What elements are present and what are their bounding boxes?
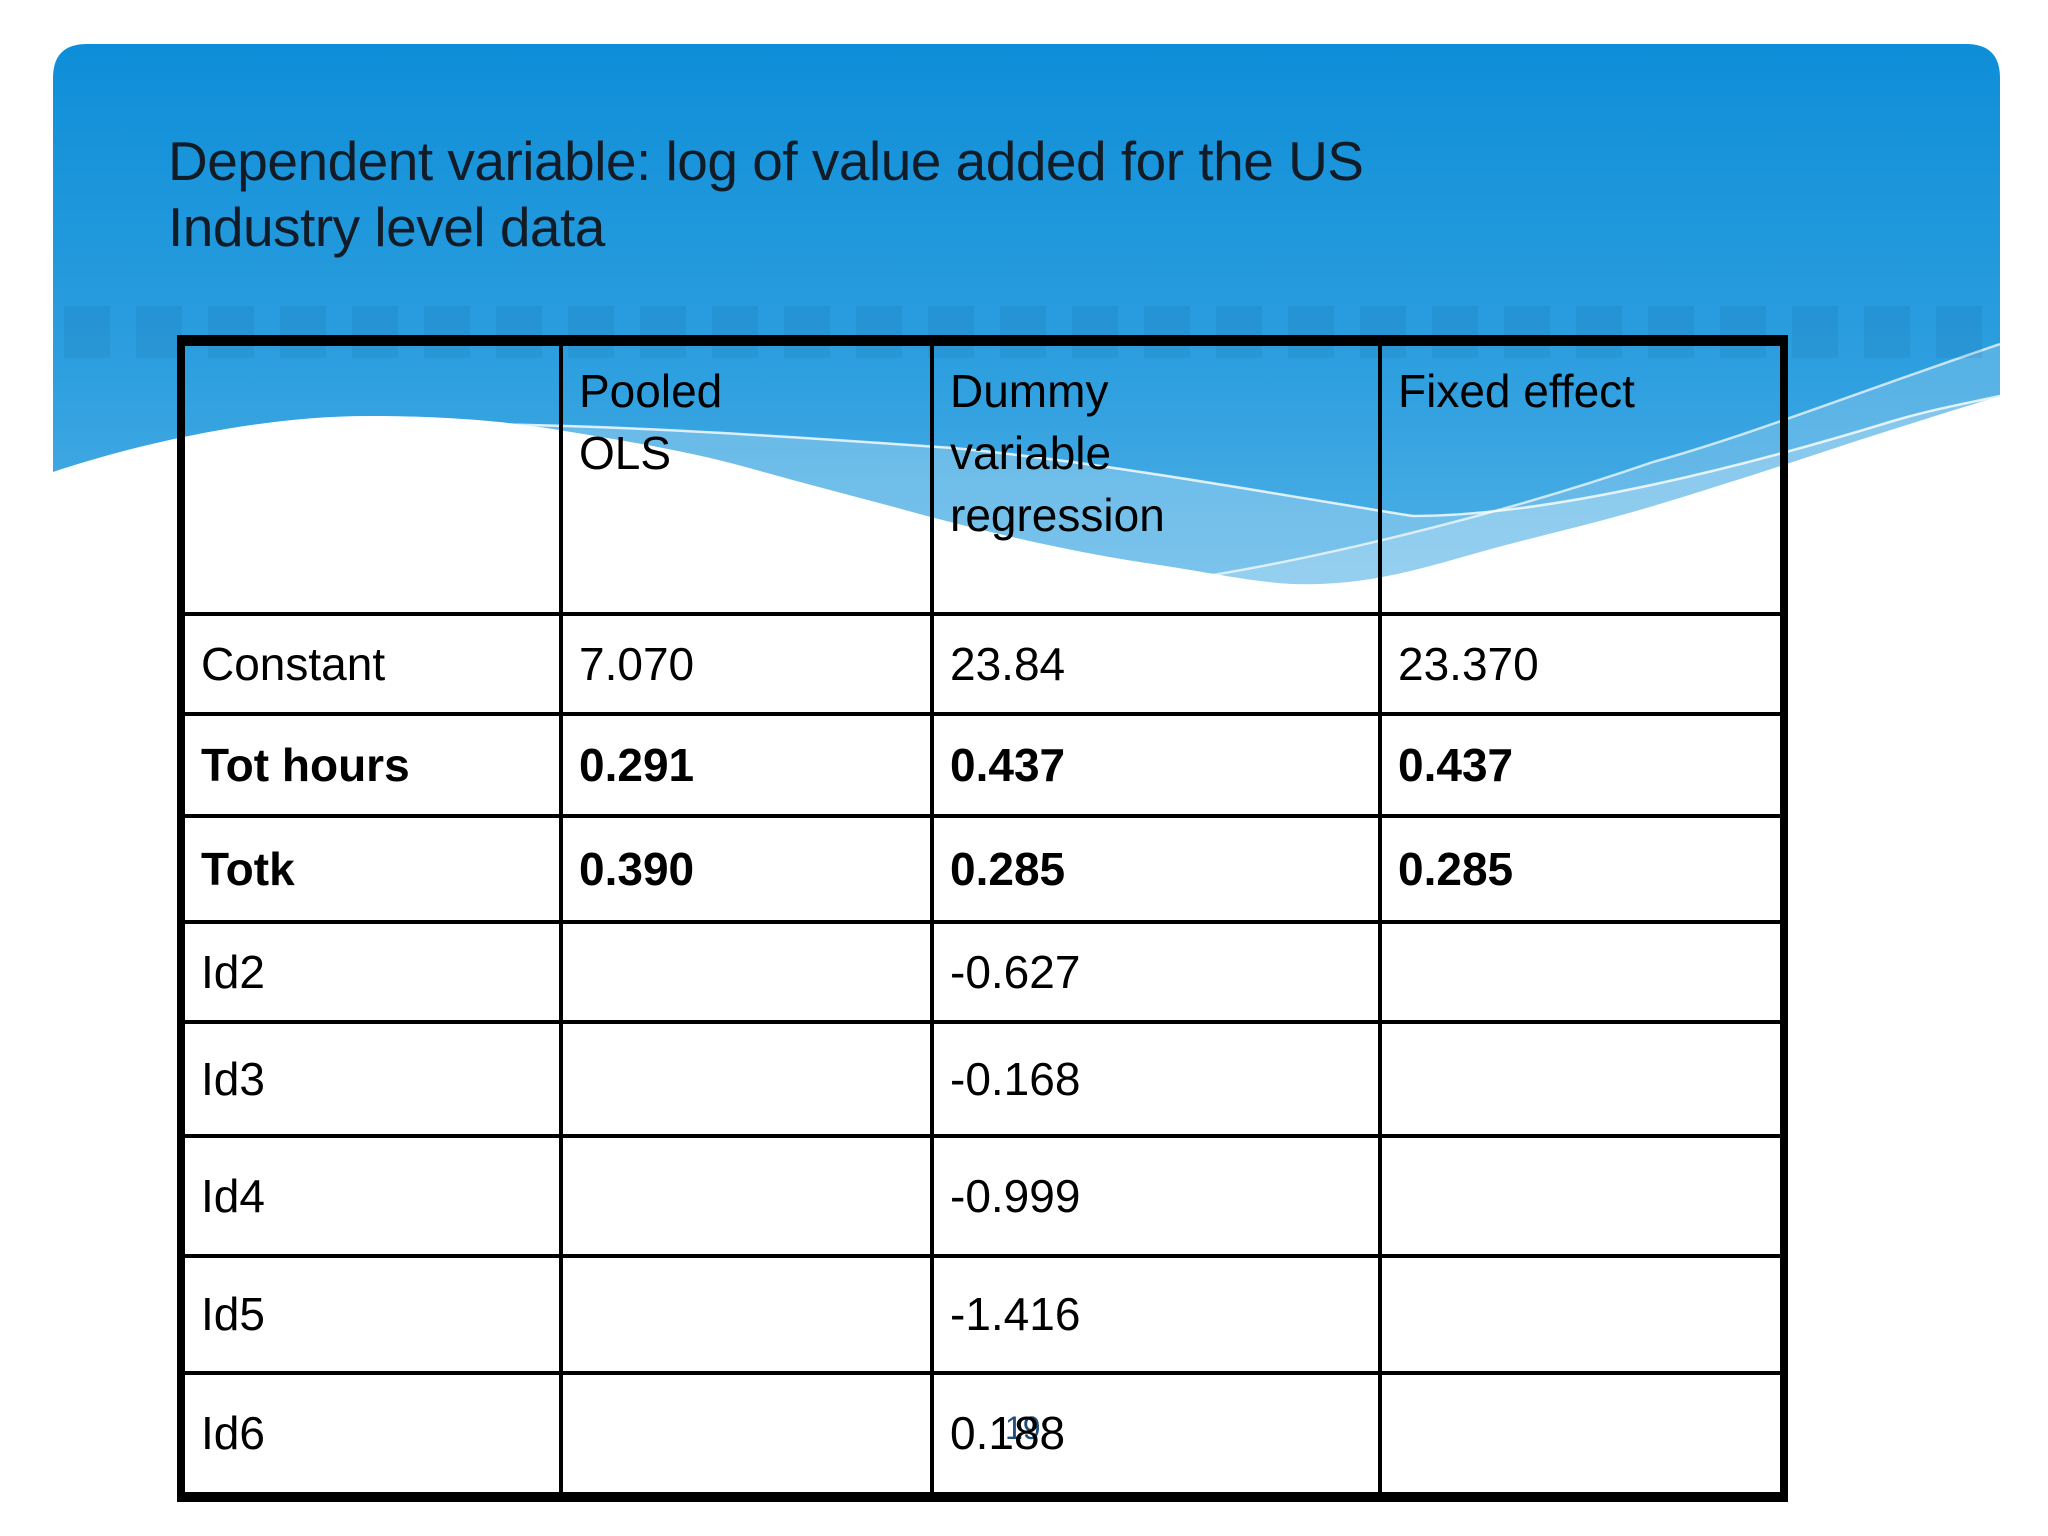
table-row: Constant 7.070 23.84 23.370 bbox=[179, 611, 1786, 716]
value-cell bbox=[559, 1019, 934, 1138]
value-cell: -0.627 bbox=[930, 919, 1382, 1024]
value-cell: 23.84 bbox=[930, 611, 1382, 716]
value-cell bbox=[1378, 1253, 1786, 1375]
value-cell bbox=[1378, 1133, 1786, 1258]
value-cell: -1.416 bbox=[930, 1253, 1382, 1375]
row-label-cell: Id3 bbox=[179, 1019, 563, 1138]
table-row: Tot hours 0.291 0.437 0.437 bbox=[179, 711, 1786, 818]
table-row: Id5 -1.416 bbox=[179, 1253, 1786, 1375]
table-header-row: Pooled OLS Dummy variable regression Fixed ef… bbox=[179, 338, 1786, 616]
row-label-cell: Id2 bbox=[179, 919, 563, 1024]
value-cell: 0.285 bbox=[1378, 813, 1786, 924]
value-cell bbox=[1378, 1019, 1786, 1138]
table-row: Id6 0.188 bbox=[179, 1370, 1786, 1499]
table-row: Id3 -0.168 bbox=[179, 1019, 1786, 1138]
value-cell: 0.437 bbox=[1378, 711, 1786, 818]
column-header-cell: Dummy variable regression bbox=[930, 338, 1382, 616]
regression-table: Pooled OLS Dummy variable regression Fixed ef… bbox=[177, 335, 1788, 1502]
value-cell: 7.070 bbox=[559, 611, 934, 716]
corner-header-cell bbox=[179, 338, 563, 616]
table-row: Totk 0.390 0.285 0.285 bbox=[179, 813, 1786, 924]
slide-title-line-2: Industry level data bbox=[168, 196, 605, 258]
slide-title-line-1: Dependent variable: log of value added f… bbox=[168, 130, 1364, 192]
slide-title: Dependent variable: log of value added f… bbox=[168, 128, 1364, 260]
row-label-cell: Id6 bbox=[179, 1370, 563, 1499]
table-header: Pooled OLS Dummy variable regression Fixed ef… bbox=[179, 338, 1786, 616]
value-cell: 0.285 bbox=[930, 813, 1382, 924]
value-cell: 0.291 bbox=[559, 711, 934, 818]
value-cell bbox=[559, 919, 934, 1024]
value-cell: 0.390 bbox=[559, 813, 934, 924]
column-header-cell: Pooled OLS bbox=[559, 338, 934, 616]
value-cell bbox=[1378, 1370, 1786, 1499]
column-header-cell: Fixed effect bbox=[1378, 338, 1786, 616]
row-label-cell: Constant bbox=[179, 611, 563, 716]
value-cell bbox=[559, 1133, 934, 1258]
value-cell bbox=[1378, 919, 1786, 1024]
value-cell: -0.168 bbox=[930, 1019, 1382, 1138]
row-label-cell: Id4 bbox=[179, 1133, 563, 1258]
row-label-cell: Totk bbox=[179, 813, 563, 924]
value-cell: 0.188 bbox=[930, 1370, 1382, 1499]
value-cell: 0.437 bbox=[930, 711, 1382, 818]
value-cell bbox=[559, 1370, 934, 1499]
table-row: Id2 -0.627 bbox=[179, 919, 1786, 1024]
row-label-cell: Tot hours bbox=[179, 711, 563, 818]
value-cell bbox=[559, 1253, 934, 1375]
value-cell: -0.999 bbox=[930, 1133, 1382, 1258]
table-row: Id4 -0.999 bbox=[179, 1133, 1786, 1258]
row-label-cell: Id5 bbox=[179, 1253, 563, 1375]
table-body: Constant 7.070 23.84 23.370 Tot hours 0.291 0.… bbox=[179, 611, 1786, 1499]
value-cell: 23.370 bbox=[1378, 611, 1786, 716]
